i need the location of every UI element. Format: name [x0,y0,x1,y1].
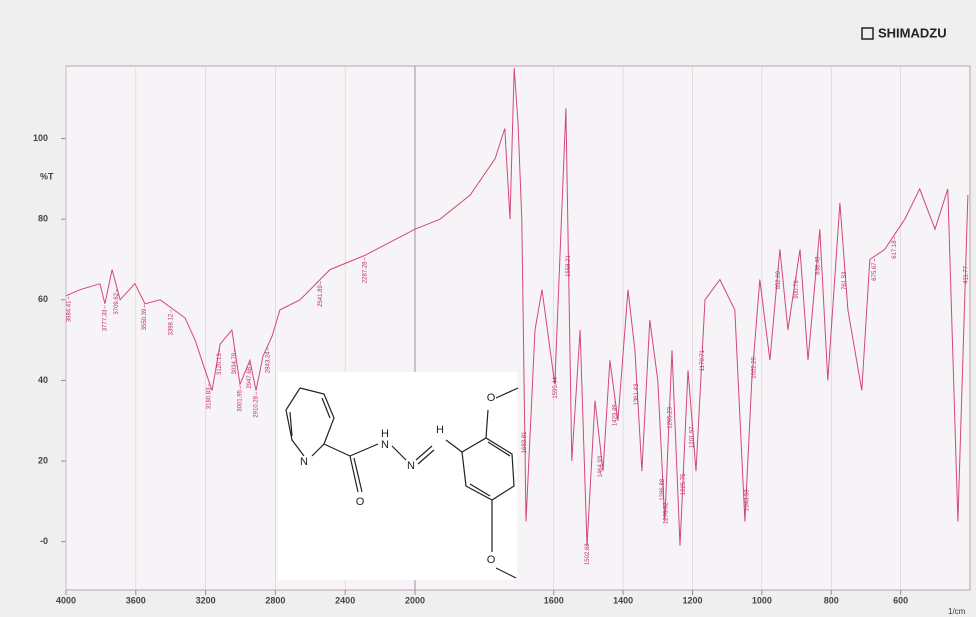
peak-label: 3777.33 [102,309,108,331]
atom-label: N [300,456,308,468]
atom-label: N [381,439,389,451]
peak-label: 3001.95 [238,389,244,411]
x-tick-label: 2800 [265,595,285,605]
peak-label: 1225.75 [681,473,687,495]
peak-label: 1361.43 [634,383,640,405]
x-tick-label: 3200 [196,595,216,605]
peak-label: 1558.21 [566,255,572,277]
x-tick-label: 1200 [682,595,702,605]
peak-label: 617.18 [892,240,898,259]
peak-label: 1043.59 [744,489,750,511]
peak-label: 1683.81 [522,431,528,453]
peak-label: 3120.13 [217,353,223,375]
peak-label: 1276.92 [663,502,669,524]
peak-label: 675.67 [872,262,878,281]
peak-label: 411.77 [963,265,969,284]
peak-label: 3398.12 [169,313,175,335]
x-tick-label: 1000 [752,595,772,605]
peak-label: 1423.49 [613,404,619,426]
y-tick-label: 20 [38,455,48,465]
peak-label: 1502.68 [585,543,591,565]
peak-label: 2910.28 [254,395,260,417]
y-tick-label: 60 [38,294,48,304]
peak-label: 900.78 [794,280,800,299]
x-tick-label: 2000 [405,595,425,605]
peak-label: 838.49 [815,256,821,275]
peak-label: 2287.28 [362,261,368,283]
peak-label: 1201.57 [690,426,696,448]
x-tick-label: 1600 [544,595,564,605]
peak-label: 1595.44 [553,376,559,398]
y-tick-label: 40 [38,375,48,385]
peak-label: 2541.89 [318,285,324,307]
brand: SHIMADZU [878,25,947,40]
y-axis-label: %T [40,171,54,181]
peak-label: 2843.24 [265,351,271,373]
peak-label: 952.09 [776,270,782,289]
peak-label: 1170.71 [700,349,706,371]
peak-label: 3180.83 [207,387,213,409]
spectrum-chart: SHIMADZU %T 1/cm 100 80 60 40 20 -0 4000 3600 32… [0,0,976,617]
atom-label: O [356,496,365,508]
peak-label: 1022.29 [752,356,758,378]
y-tick-label: -0 [40,536,48,546]
peak-label: 1464.93 [598,455,604,477]
atom-label: H [436,424,444,436]
peak-label: 761.53 [842,271,848,290]
x-tick-label: 2400 [335,595,355,605]
x-tick-label: 800 [824,595,839,605]
atom-label: N [407,460,415,472]
x-tick-label: 4000 [56,595,76,605]
peak-label: 3984.41 [66,300,72,322]
inset-box [278,372,517,580]
atom-label: O [487,554,496,566]
peak-label: 1286.88 [660,478,666,500]
peak-label: 3034.79 [232,352,238,374]
x-tick-label: 1400 [613,595,633,605]
x-tick-label: 600 [893,595,908,605]
peak-label: 2947.68 [247,366,253,388]
y-tick-label: 80 [38,214,48,224]
peak-label: 3550.39 [142,308,148,330]
peak-label: 1265.23 [667,406,673,428]
y-tick-label: 100 [33,133,48,143]
atom-label: O [487,392,496,404]
plot-frame [66,66,970,590]
x-axis-label: 1/cm [948,607,966,616]
peak-label: 3709.62 [114,292,120,314]
x-tick-label: 3600 [126,595,146,605]
